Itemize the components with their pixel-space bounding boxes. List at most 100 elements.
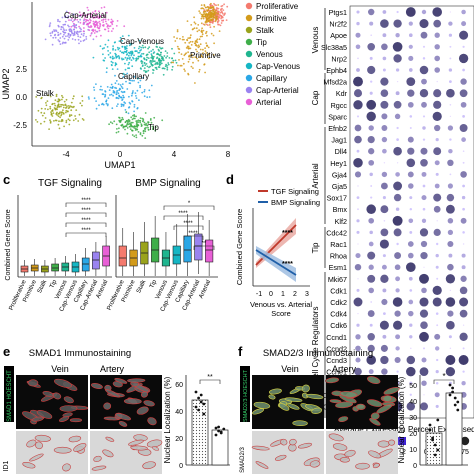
y-tick: 0 [413, 463, 417, 470]
cell-nucleus [114, 377, 128, 384]
umap-point [95, 83, 97, 85]
expression-dot [395, 68, 400, 72]
umap-point [100, 19, 103, 22]
umap-point [104, 43, 107, 46]
expression-dot [393, 193, 402, 202]
umap-point [203, 5, 206, 7]
umap-point [131, 100, 134, 103]
expression-dot [380, 182, 388, 190]
cell-nucleus [328, 433, 344, 442]
umap-point [57, 31, 59, 34]
umap-point [201, 33, 204, 36]
umap-point [144, 71, 147, 74]
umap-point [107, 27, 110, 30]
umap-point [62, 104, 65, 106]
umap-point [141, 62, 143, 65]
expression-dot [446, 193, 455, 202]
umap-point [133, 54, 135, 57]
row-label: ID1 [3, 460, 10, 471]
expression-dot [356, 21, 360, 26]
umap-point [73, 24, 75, 27]
umap-point [135, 121, 138, 124]
expression-dot [462, 184, 465, 188]
umap-point [114, 52, 117, 55]
expression-dot [368, 217, 375, 224]
expression-dot [394, 356, 401, 364]
umap-point [71, 38, 74, 40]
umap-point [134, 129, 137, 131]
umap-point [51, 43, 54, 46]
gene-label: Rgcc [331, 101, 348, 110]
umap-point [81, 104, 83, 107]
umap-point [208, 24, 211, 26]
umap-point [72, 95, 75, 98]
expression-dot [435, 346, 440, 351]
expression-dot [409, 207, 413, 211]
umap-point [137, 57, 140, 60]
umap-point [198, 10, 201, 13]
expression-dot [356, 219, 360, 223]
avg-expression-tick: 2 [402, 449, 406, 456]
significance-label: **** [81, 228, 91, 234]
f-sig-bracket [433, 379, 455, 384]
bar-points-f [428, 383, 460, 457]
umap-point [133, 135, 136, 138]
expression-dot [392, 297, 403, 307]
expression-dot [396, 10, 399, 14]
expression-dot [432, 285, 442, 296]
umap-point [125, 53, 128, 56]
umap-point [124, 56, 127, 59]
umap-point [61, 94, 63, 97]
umap-point [205, 32, 207, 35]
box [81, 257, 90, 272]
expression-dot [393, 19, 402, 28]
umap-point [164, 65, 167, 68]
umap-point [35, 119, 37, 121]
umap-point [124, 46, 127, 49]
expression-dot [357, 208, 359, 211]
umap-point [90, 32, 93, 34]
umap-point [134, 125, 137, 128]
umap-point [87, 22, 90, 25]
expression-dot [459, 309, 468, 318]
umap-point [143, 89, 146, 91]
umap-point [210, 4, 212, 7]
umap-point [121, 35, 124, 37]
expression-dot [448, 335, 452, 339]
umap-point [209, 21, 211, 24]
expression-dot [448, 68, 453, 72]
expression-dot [449, 173, 452, 176]
umap-point [77, 35, 80, 38]
umap-point [115, 93, 118, 95]
umap-point [77, 21, 80, 23]
umap-point [59, 32, 62, 35]
expression-dot [393, 100, 402, 109]
umap-point [112, 27, 114, 30]
umap-point [82, 34, 85, 37]
expression-dot [395, 346, 400, 351]
category-label: Stalk [36, 278, 49, 294]
umap-point [96, 23, 98, 26]
umap-point [72, 97, 74, 100]
umap-point [200, 4, 203, 6]
cell-nucleus [329, 399, 342, 404]
umap-point [126, 127, 129, 129]
umap-point [180, 64, 183, 67]
bmp-line [255, 249, 297, 276]
data-point [214, 426, 218, 430]
cell-nucleus [142, 461, 156, 470]
expression-dot [407, 101, 414, 108]
umap-point [58, 40, 61, 43]
legend-swatch [245, 86, 253, 94]
expression-dot [406, 366, 416, 377]
umap-point [54, 36, 57, 39]
umap-point [205, 6, 208, 9]
umap-point [47, 108, 49, 111]
umap-point [207, 53, 210, 56]
umap-point [114, 49, 117, 51]
umap-point [204, 50, 207, 52]
gene-label: Nr2f2 [329, 20, 347, 29]
umap-point [126, 88, 129, 90]
umap-point [202, 17, 205, 20]
cell-nucleus [388, 439, 396, 446]
